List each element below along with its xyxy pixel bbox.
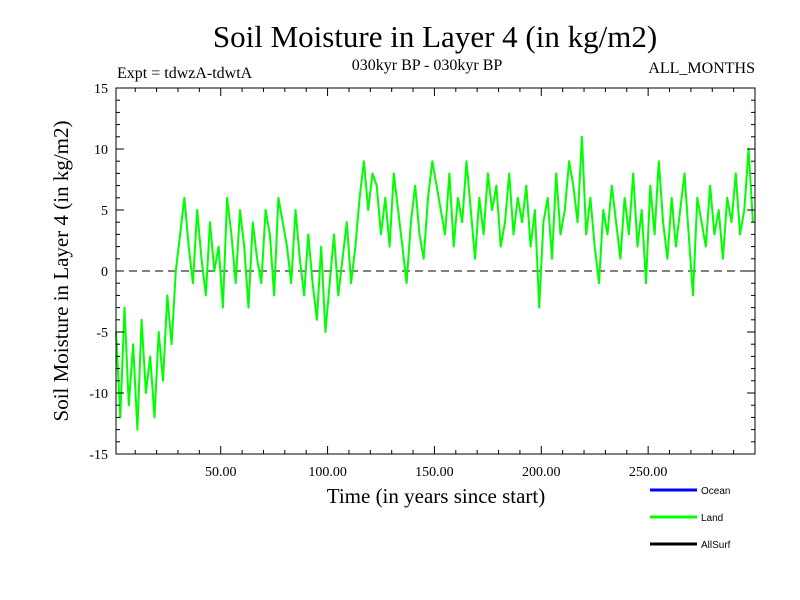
y-tick-label: 0 (101, 265, 108, 280)
y-tick-label: -10 (89, 387, 108, 402)
y-tick-label: -5 (96, 326, 108, 341)
y-tick-label: 15 (94, 82, 108, 97)
y-tick-label: 10 (94, 143, 108, 158)
x-tick-label: 150.00 (415, 465, 454, 480)
legend: Ocean Land AllSurf (650, 486, 731, 551)
series-layer (115, 135, 754, 431)
x-tick-label: 100.00 (308, 465, 347, 480)
chart-title: Soil Moisture in Layer 4 (in kg/m2) (213, 19, 657, 54)
axes: -15 -10 -5 0 5 10 15 50.00 100.00 150.00 200.00 250… (89, 82, 756, 480)
series-line-land (115, 135, 754, 431)
x-tick-label: 50.00 (205, 465, 237, 480)
y-axis-label: Soil Moisture in Layer 4 (in kg/m2) (49, 121, 73, 422)
legend-label-land: Land (701, 513, 723, 524)
legend-label-ocean: Ocean (701, 486, 730, 497)
x-axis-label: Time (in years since start) (327, 484, 546, 508)
legend-label-allsurf: AllSurf (701, 540, 731, 551)
x-tick-label: 200.00 (522, 465, 561, 480)
y-tick-label: -15 (89, 448, 108, 463)
x-tick-label: 250.00 (629, 465, 668, 480)
y-tick-label: 5 (101, 204, 108, 219)
period-label: 030kyr BP - 030kyr BP (352, 57, 503, 74)
months-label: ALL_MONTHS (648, 60, 755, 77)
experiment-label: Expt = tdwzA-tdwtA (117, 65, 253, 82)
